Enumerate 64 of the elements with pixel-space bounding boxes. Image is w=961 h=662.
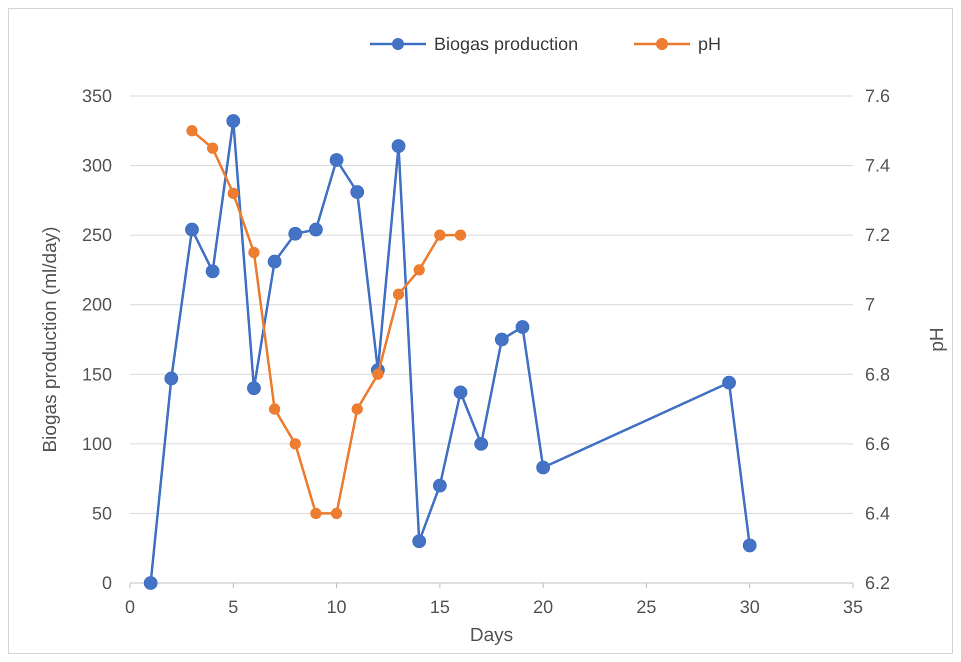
point (144, 576, 158, 590)
legend-label: pH (698, 34, 722, 54)
point (268, 403, 280, 415)
x-tick-label: 5 (228, 597, 238, 617)
point (206, 264, 220, 278)
y2-tick-label: 6.8 (865, 364, 890, 384)
x-tick-label: 10 (326, 597, 347, 617)
point (494, 332, 509, 346)
point (372, 368, 384, 380)
y-axis-title: Biogas production (ml/day) (40, 226, 61, 452)
point (536, 460, 550, 474)
point (414, 264, 425, 276)
point (330, 508, 342, 520)
point (330, 153, 344, 167)
point (350, 185, 364, 199)
y2-tick-label: 6.6 (865, 434, 890, 454)
y2-tick-label: 7.2 (865, 225, 890, 246)
y-tick-label: 350 (82, 86, 112, 106)
point (352, 403, 363, 415)
point (432, 478, 447, 492)
point (288, 226, 302, 241)
point (742, 538, 757, 552)
point (454, 385, 468, 400)
point (226, 114, 240, 128)
x-tick-label: 30 (740, 597, 760, 617)
point (310, 508, 322, 520)
point (454, 230, 466, 241)
point (392, 139, 406, 153)
y-tick-label: 300 (82, 156, 112, 176)
point (290, 438, 301, 450)
point (434, 230, 446, 241)
legend-label: Biogas production (434, 34, 578, 54)
y-tick-label: 0 (102, 573, 112, 593)
x-tick-label: 15 (430, 597, 450, 617)
x-tick-label: 35 (842, 597, 864, 617)
x-axis-title: Days (470, 625, 514, 646)
x-tick-label: 20 (533, 597, 554, 617)
point (412, 534, 426, 548)
x-tick-label: 0 (124, 597, 136, 617)
point (164, 372, 178, 386)
x-tick-label: 25 (636, 597, 656, 617)
point (722, 376, 736, 390)
y-tick-label: 200 (82, 294, 112, 315)
point (474, 436, 488, 451)
point (206, 142, 218, 154)
y-tick-label: 150 (82, 364, 112, 384)
y-tick-label: 50 (92, 503, 112, 524)
y-tick-label: 250 (82, 225, 112, 246)
point (516, 320, 530, 334)
y2-axis-title: pH (927, 327, 948, 352)
y-tick-label: 100 (82, 434, 112, 454)
point (248, 246, 260, 258)
point (185, 222, 199, 236)
point (247, 381, 261, 396)
y2-tick-label: 7.6 (865, 86, 890, 106)
point (392, 288, 404, 300)
y2-tick-label: 6.4 (865, 503, 890, 524)
point (186, 125, 198, 136)
y2-tick-label: 6.2 (865, 573, 890, 593)
point (309, 222, 323, 236)
y2-tick-label: 7.4 (865, 156, 890, 176)
point (228, 188, 239, 200)
y2-tick-label: 7 (865, 294, 876, 315)
point (268, 254, 282, 268)
